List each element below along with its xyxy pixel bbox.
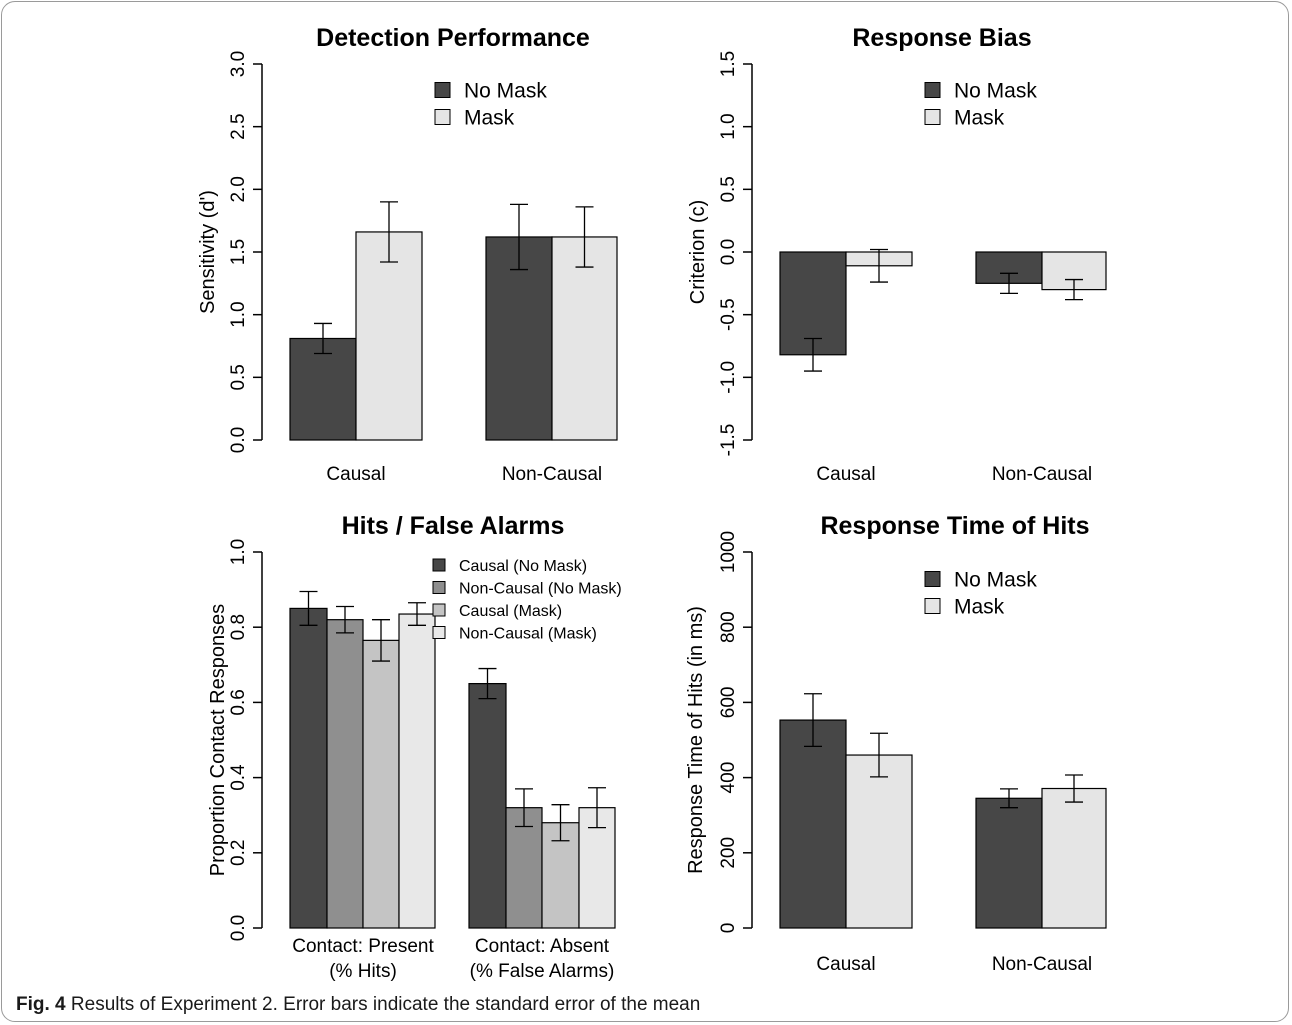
- chart-title: Response Time of Hits: [820, 512, 1089, 540]
- legend-swatch: [925, 599, 940, 614]
- legend-swatch: [925, 572, 940, 587]
- y-tick-label: 2.0: [228, 176, 249, 202]
- y-tick-label: 0.0: [228, 427, 249, 453]
- legend-label: Mask: [954, 107, 1005, 130]
- bar: [290, 608, 327, 928]
- caption-label: Fig. 4: [16, 994, 66, 1015]
- y-tick-label: 1.5: [718, 51, 739, 77]
- legend-label: Causal (Mask): [459, 603, 562, 620]
- x-category-label: Non-Causal: [502, 464, 602, 485]
- y-tick-label: -1.5: [718, 424, 739, 457]
- y-tick-label: 3.0: [228, 51, 249, 77]
- y-axis-label: Proportion Contact Responses: [207, 604, 229, 876]
- y-tick-label: 0.5: [228, 364, 249, 390]
- y-tick-label: 600: [718, 687, 739, 719]
- legend-label: No Mask: [464, 80, 547, 103]
- x-category-label: (% False Alarms): [470, 961, 615, 982]
- y-tick-label: -1.0: [718, 361, 739, 394]
- x-category-label: Contact: Present: [292, 936, 434, 957]
- bar: [399, 614, 435, 928]
- y-axis-label: Sensitivity (d'): [197, 190, 219, 314]
- y-tick-label: 1.0: [228, 301, 249, 327]
- bar: [363, 640, 399, 928]
- y-tick-label: 1000: [718, 531, 739, 573]
- y-tick-label: 2.5: [228, 113, 249, 139]
- legend-label: Mask: [954, 596, 1005, 619]
- y-tick-label: 0.0: [718, 239, 739, 265]
- chart-title: Hits / False Alarms: [342, 512, 565, 540]
- bar: [1042, 789, 1106, 928]
- x-category-label: Causal: [816, 954, 875, 975]
- bar: [356, 232, 422, 440]
- legend-swatch: [925, 83, 940, 98]
- x-category-label: (% Hits): [329, 961, 397, 982]
- legend-swatch: [435, 83, 450, 98]
- bar: [780, 720, 846, 928]
- x-category-label: Causal: [326, 464, 385, 485]
- y-tick-label: 0.0: [228, 915, 249, 941]
- y-tick-label: 0.8: [228, 614, 249, 640]
- legend-swatch: [433, 582, 445, 594]
- y-tick-label: 0.2: [228, 840, 249, 866]
- x-category-label: Non-Causal: [992, 464, 1092, 485]
- y-tick-label: -0.5: [718, 298, 739, 331]
- legend-swatch: [435, 110, 450, 125]
- y-axis-label: Criterion (c): [687, 200, 709, 304]
- figure-caption: Fig. 4 Results of Experiment 2. Error ba…: [16, 994, 700, 1016]
- chart-panel-2: Response Bias -1.5 -1.0 -0.5 0.0 0.5 1.0 1.5 Cri…: [687, 24, 1106, 485]
- x-category-label: Contact: Absent: [475, 936, 610, 957]
- chart-panel-4: Response Time of Hits 0 200 400 600 800 1000 Re…: [685, 512, 1106, 975]
- y-tick-label: 0: [718, 923, 739, 934]
- y-tick-label: 1.5: [228, 239, 249, 265]
- y-tick-label: 1.0: [718, 113, 739, 139]
- legend-label: Mask: [464, 107, 515, 130]
- chart-panel-3: Hits / False Alarms 0.0 0.2 0.4 0.6 0.8 1.0 Pro…: [207, 512, 622, 982]
- legend-swatch: [433, 559, 445, 571]
- y-tick-label: 0.4: [228, 764, 249, 791]
- legend-swatch: [433, 627, 445, 639]
- legend-label: Non-Causal (Mask): [459, 625, 597, 642]
- bar: [976, 798, 1042, 928]
- y-tick-label: 400: [718, 762, 739, 794]
- chart-title: Response Bias: [852, 24, 1031, 52]
- y-tick-label: 800: [718, 611, 739, 643]
- bar: [327, 620, 363, 928]
- y-axis-label: Response Time of Hits (in ms): [685, 606, 707, 874]
- bar: [469, 684, 506, 928]
- y-tick-label: 200: [718, 837, 739, 869]
- x-category-label: Non-Causal: [992, 954, 1092, 975]
- caption-text: Results of Experiment 2. Error bars indi…: [71, 994, 700, 1015]
- bar: [846, 755, 912, 928]
- legend-label: No Mask: [954, 80, 1037, 103]
- y-tick-label: 0.5: [718, 176, 739, 202]
- legend-swatch: [433, 604, 445, 616]
- legend-swatch: [925, 110, 940, 125]
- legend-label: Causal (No Mask): [459, 558, 587, 575]
- y-tick-label: 0.6: [228, 689, 249, 715]
- legend-label: No Mask: [954, 569, 1037, 592]
- chart-title: Detection Performance: [316, 24, 590, 52]
- chart-panel-1: Detection Performance 0.0 0.5 1.0 1.5 2.0 2.5 3…: [197, 24, 617, 485]
- x-category-label: Causal: [816, 464, 875, 485]
- y-tick-label: 1.0: [228, 539, 249, 565]
- legend-label: Non-Causal (No Mask): [459, 580, 622, 597]
